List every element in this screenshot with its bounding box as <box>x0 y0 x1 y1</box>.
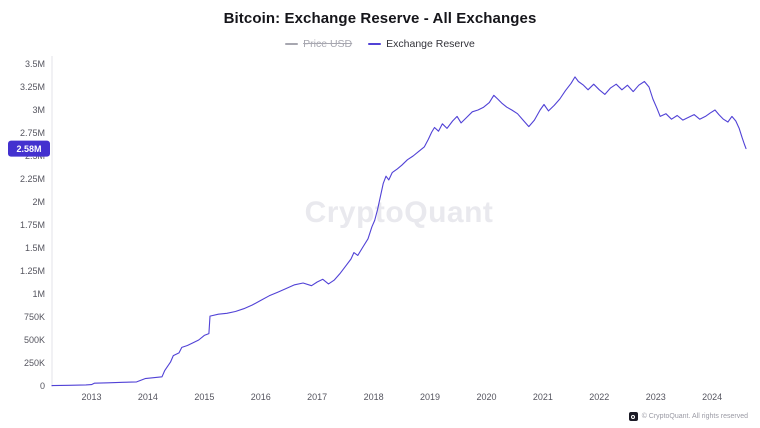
y-tick-label: 2M <box>32 197 45 207</box>
price-usd-legend-label: Price USD <box>303 38 353 50</box>
x-tick-label: 2021 <box>533 392 553 402</box>
x-tick-label: 2015 <box>194 392 214 402</box>
y-tick-label: 1M <box>32 289 45 299</box>
x-tick-label: 2014 <box>138 392 158 402</box>
y-tick-label: 1.75M <box>20 220 45 230</box>
x-tick-label: 2017 <box>307 392 327 402</box>
current-value-badge-label: 2.58M <box>16 144 41 154</box>
cryptoquant-logo-icon <box>628 412 638 421</box>
legend-item-exchange-reserve[interactable]: Exchange Reserve <box>368 38 475 50</box>
y-tick-label: 750K <box>24 312 45 322</box>
exchange-reserve-legend-label: Exchange Reserve <box>386 38 475 50</box>
cryptoquant-watermark: CryptoQuant <box>304 196 494 229</box>
x-tick-label: 2019 <box>420 392 440 402</box>
y-tick-label: 2.25M <box>20 174 45 184</box>
x-tick-label: 2023 <box>646 392 666 402</box>
y-tick-label: 500K <box>24 335 45 345</box>
copyright-text: © CryptoQuant. All rights reserved <box>641 413 748 420</box>
exchange-reserve-legend-marker <box>368 43 382 45</box>
y-tick-label: 250K <box>24 358 45 368</box>
current-value-badge <box>8 140 50 157</box>
x-tick-label: 2024 <box>702 392 722 402</box>
x-tick-label: 2022 <box>589 392 609 402</box>
y-tick-label: 0 <box>40 381 45 391</box>
x-tick-label: 2018 <box>364 392 384 402</box>
exchange-reserve-line <box>51 76 747 387</box>
chart-legend: Price USD Exchange Reserve <box>0 38 760 50</box>
y-tick-label: 2.75M <box>20 128 45 138</box>
y-tick-label: 3M <box>32 105 45 115</box>
chart-title: Bitcoin: Exchange Reserve - All Exchange… <box>223 10 537 27</box>
price-usd-legend-marker <box>285 43 299 45</box>
chart-footer: © CryptoQuant. All rights reserved <box>628 412 748 421</box>
y-tick-label: 1.25M <box>20 266 45 276</box>
y-tick-label: 1.5M <box>25 243 45 253</box>
x-tick-label: 2016 <box>251 392 271 402</box>
x-tick-label: 2020 <box>476 392 496 402</box>
y-tick-label: 3.5M <box>25 59 45 69</box>
x-tick-label: 2013 <box>81 392 101 402</box>
y-tick-label: 3.25M <box>20 82 45 92</box>
legend-item-price-usd[interactable]: Price USD <box>285 38 352 50</box>
